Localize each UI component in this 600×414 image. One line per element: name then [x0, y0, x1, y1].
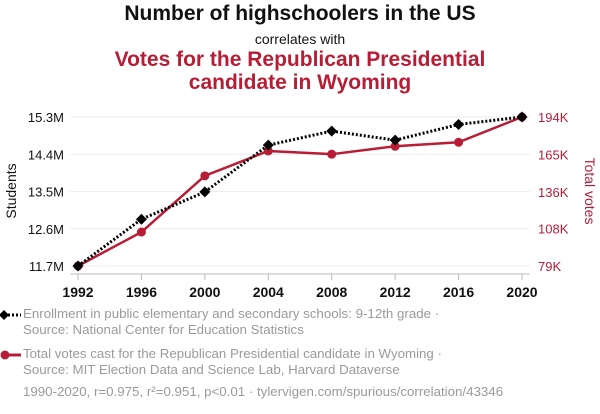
- y-left-tick-label: 11.7M: [29, 259, 64, 274]
- enrollment-point: [135, 213, 147, 225]
- votes-point: [200, 171, 210, 181]
- x-tick-label: 1996: [126, 284, 157, 300]
- y-right-tick-label: 79K: [538, 259, 561, 274]
- enrollment-point: [453, 118, 465, 130]
- y-right-tick-label: 108K: [538, 221, 569, 236]
- x-tick-label: 2012: [380, 284, 411, 300]
- legend-source: Source: MIT Election Data and Science La…: [23, 362, 400, 377]
- x-tick-label: 2016: [443, 284, 474, 300]
- x-tick-label: 2020: [506, 284, 537, 300]
- x-tick-label: 2000: [189, 284, 220, 300]
- y-right-tick-label: 194K: [538, 110, 569, 125]
- line-chart: 1992 1996 2000 2004 2008 2012 2016 2020 11.7M 12…: [3, 110, 598, 300]
- enrollment-point: [326, 125, 338, 137]
- footer-stats: 1990-2020, r=0.975, r²=0.951, p<0.01 · t…: [23, 384, 504, 399]
- chart-subtitle: Votes for the Republican Presidential ca…: [0, 48, 600, 94]
- y-left-tick-label: 13.5M: [28, 185, 64, 200]
- y-left-tick-label: 14.4M: [28, 147, 64, 162]
- enrollment-point: [199, 186, 211, 198]
- y-axis-right-label: Total votes: [582, 158, 598, 225]
- votes-point: [390, 141, 400, 151]
- y-axis-left: 11.7M 12.6M 13.5M 14.4M 15.3M: [28, 110, 64, 274]
- chart-title: Number of highschoolers in the US: [124, 2, 476, 25]
- enrollment-point: [72, 260, 84, 272]
- enrollment-point: [262, 139, 274, 151]
- y-right-tick-label: 136K: [538, 185, 569, 200]
- legend-series-name: Total votes cast for the Republican Pres…: [23, 346, 442, 361]
- series-enrollment: [72, 111, 528, 272]
- y-axis-left-label: Students: [3, 163, 19, 218]
- circle-line-icon: [0, 350, 21, 360]
- chart-connector: correlates with: [254, 31, 346, 47]
- y-left-tick-label: 12.6M: [28, 222, 64, 237]
- diamond-dotted-line-icon: [0, 310, 21, 320]
- votes-point: [454, 137, 464, 147]
- x-tick-label: 1992: [62, 284, 93, 300]
- legend-source: Source: National Center for Education St…: [23, 322, 304, 337]
- y-left-tick-label: 15.3M: [28, 110, 64, 125]
- enrollment-point: [516, 111, 528, 123]
- x-tick-label: 2008: [316, 284, 347, 300]
- votes-point: [327, 149, 337, 159]
- chart-subtitle-text: Votes for the Republican Presidential ca…: [114, 48, 486, 94]
- y-right-tick-label: 165K: [538, 148, 569, 163]
- x-tick-label: 2004: [253, 284, 284, 300]
- votes-line: [77, 115, 523, 268]
- y-axis-right: 79K 108K 136K 165K 194K: [538, 110, 569, 274]
- enrollment-point: [389, 134, 401, 146]
- votes-point: [263, 146, 273, 156]
- votes-point: [136, 227, 146, 237]
- legend-series-name: Enrollment in public elementary and seco…: [23, 306, 440, 321]
- x-axis-ticks: 1992 1996 2000 2004 2008 2012 2016 2020: [62, 274, 538, 300]
